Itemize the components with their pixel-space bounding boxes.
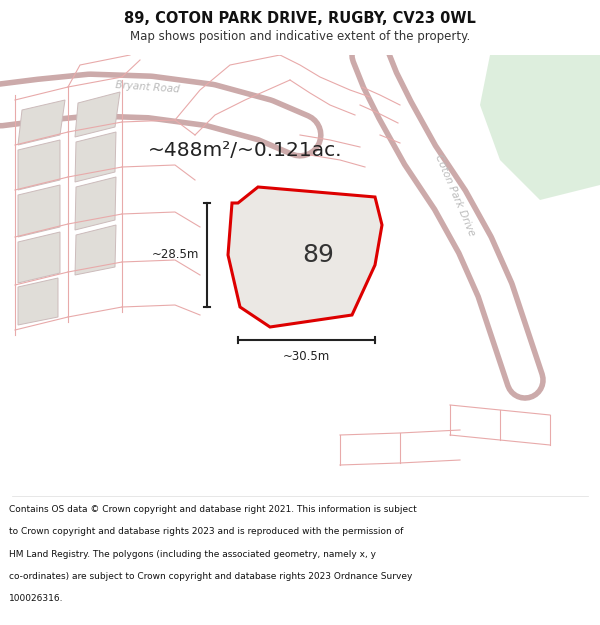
Text: co-ordinates) are subject to Crown copyright and database rights 2023 Ordnance S: co-ordinates) are subject to Crown copyr… [9, 572, 412, 581]
Text: HM Land Registry. The polygons (including the associated geometry, namely x, y: HM Land Registry. The polygons (includin… [9, 549, 376, 559]
Text: ~28.5m: ~28.5m [152, 249, 199, 261]
Text: 89, COTON PARK DRIVE, RUGBY, CV23 0WL: 89, COTON PARK DRIVE, RUGBY, CV23 0WL [124, 11, 476, 26]
Polygon shape [18, 185, 60, 237]
Text: Bryant Road: Bryant Road [115, 80, 181, 94]
Polygon shape [18, 232, 60, 283]
Polygon shape [75, 177, 116, 230]
Polygon shape [75, 225, 116, 275]
Polygon shape [75, 92, 120, 137]
Text: 89: 89 [302, 243, 334, 267]
Polygon shape [18, 278, 58, 325]
Polygon shape [480, 55, 600, 200]
Polygon shape [228, 187, 382, 327]
Text: ~30.5m: ~30.5m [283, 350, 330, 363]
Text: Coton Park Drive: Coton Park Drive [433, 152, 477, 238]
Polygon shape [18, 100, 65, 145]
Polygon shape [18, 140, 60, 190]
Text: 100026316.: 100026316. [9, 594, 64, 602]
Text: to Crown copyright and database rights 2023 and is reproduced with the permissio: to Crown copyright and database rights 2… [9, 528, 403, 536]
Text: ~488m²/~0.121ac.: ~488m²/~0.121ac. [148, 141, 342, 159]
Text: Contains OS data © Crown copyright and database right 2021. This information is : Contains OS data © Crown copyright and d… [9, 506, 417, 514]
Polygon shape [75, 132, 116, 182]
Text: Map shows position and indicative extent of the property.: Map shows position and indicative extent… [130, 30, 470, 43]
